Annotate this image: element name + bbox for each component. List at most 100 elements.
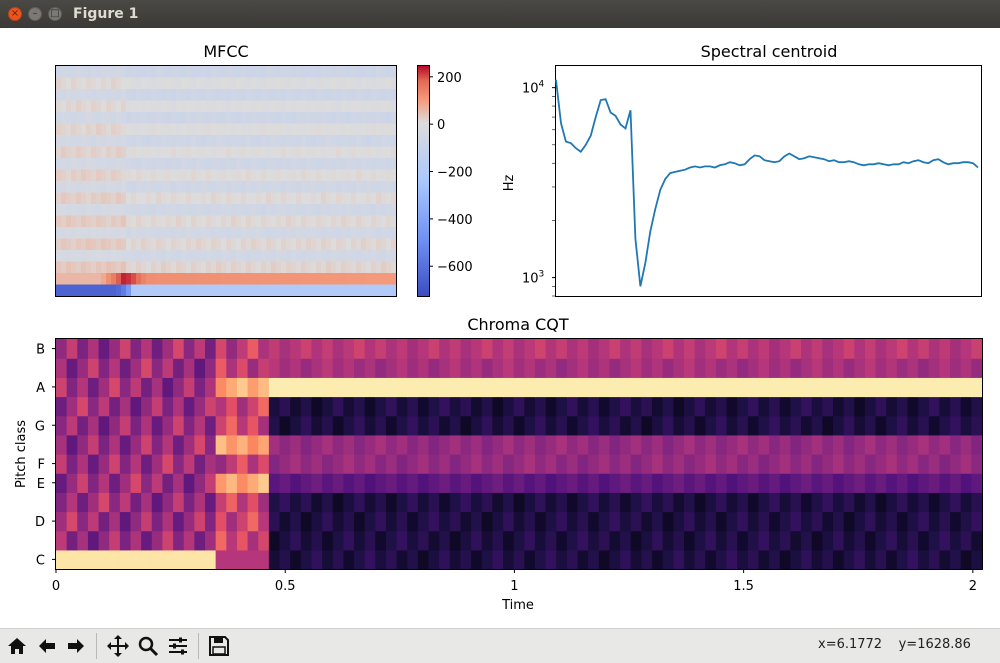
mfcc-cell [161, 158, 167, 171]
chroma-cell [268, 377, 281, 398]
chroma-cell [194, 454, 206, 474]
mfcc-cell [306, 169, 312, 182]
mfcc-cell [131, 89, 137, 102]
mfcc-cell [91, 158, 97, 171]
mfcc-heatmap [56, 66, 397, 297]
mfcc-cell [271, 227, 277, 240]
chroma-cell [864, 377, 877, 398]
mfcc-cell [66, 77, 72, 90]
mfcc-cell [316, 215, 322, 228]
chroma-cell [928, 339, 941, 359]
mfcc-cell [316, 169, 322, 182]
chroma-cell [471, 377, 483, 398]
mfcc-cell [226, 77, 232, 90]
mfcc-cell [231, 100, 237, 113]
chroma-cell [247, 339, 259, 359]
chroma-cell [173, 454, 185, 474]
forward-arrow-icon[interactable] [62, 632, 90, 660]
chroma-cell [364, 339, 376, 359]
mfcc-cell [231, 135, 237, 148]
chroma-cell [109, 377, 121, 398]
chroma-cell [311, 473, 323, 493]
mfcc-cell [111, 284, 117, 297]
mfcc-cell [226, 123, 232, 136]
mfcc-cell [196, 66, 202, 79]
mfcc-cell [366, 89, 372, 102]
home-icon[interactable] [3, 632, 31, 660]
chroma-cell [460, 530, 472, 551]
mfcc-cell [216, 112, 222, 125]
chroma-cell [385, 530, 398, 551]
maximize-icon[interactable]: □ [48, 7, 62, 21]
chroma-cell [162, 549, 174, 570]
mfcc-cell [351, 146, 357, 159]
mfcc-cell [231, 66, 237, 79]
mfcc-cell [206, 158, 212, 171]
mfcc-cell [156, 66, 162, 79]
save-floppy-icon[interactable] [205, 632, 233, 660]
mfcc-title: MFCC [203, 42, 248, 61]
mfcc-cell [236, 77, 242, 90]
chroma-cell [481, 358, 493, 378]
chroma-cell [141, 434, 153, 455]
configure-subplots-icon[interactable] [164, 632, 192, 660]
chroma-cell [652, 511, 664, 532]
chroma-cell [119, 339, 132, 359]
mfcc-cell [161, 89, 167, 102]
chroma-cell [162, 434, 174, 455]
pan-move-icon[interactable] [104, 632, 132, 660]
chroma-cell [215, 339, 227, 359]
chroma-cell [226, 358, 238, 378]
chroma-cell [705, 415, 717, 436]
mfcc-cell [256, 100, 262, 113]
chroma-cell [832, 358, 845, 378]
minimize-icon[interactable]: – [28, 7, 42, 21]
chroma-cell [396, 473, 408, 493]
chroma-cell [98, 434, 110, 455]
chroma-cell [364, 434, 376, 455]
chroma-cell [407, 339, 419, 359]
mfcc-cell [181, 261, 187, 274]
mfcc-cell [201, 227, 207, 240]
mfcc-cell [236, 100, 242, 113]
mfcc-cell [191, 158, 197, 171]
zoom-magnifier-icon[interactable] [134, 632, 162, 660]
mfcc-cell [106, 169, 112, 182]
mfcc-cell [191, 181, 197, 194]
mfcc-cell [156, 273, 162, 286]
chroma-cell [205, 434, 217, 455]
mfcc-cell [71, 135, 77, 148]
mfcc-cell [211, 261, 217, 274]
mfcc-cell [341, 89, 347, 102]
chroma-cell [439, 377, 451, 398]
back-arrow-icon[interactable] [33, 632, 61, 660]
close-icon[interactable]: × [8, 7, 22, 21]
chroma-cell [843, 396, 855, 417]
mfcc-cell [226, 181, 232, 194]
chroma-cell [290, 396, 302, 417]
mfcc-cell [236, 158, 242, 171]
mfcc-cell [156, 181, 162, 194]
chroma-cell [652, 549, 664, 570]
chroma-cell [534, 511, 547, 532]
chroma-cell [162, 473, 174, 493]
chroma-cell [109, 415, 121, 436]
mfcc-cell [321, 77, 327, 90]
chroma-cell [928, 511, 941, 532]
chroma-cell [598, 492, 611, 513]
chroma-cell [588, 339, 600, 359]
mfcc-cell [301, 238, 307, 251]
chroma-cell [141, 339, 153, 359]
chroma-cell [556, 358, 568, 378]
mfcc-cell [161, 192, 167, 205]
chroma-cell [87, 358, 100, 378]
chroma-cell [694, 434, 706, 455]
chroma-cell [258, 396, 270, 417]
chroma-cell [811, 549, 823, 570]
mfcc-cell [371, 227, 377, 240]
chroma-cell [769, 473, 781, 493]
mfcc-cell [151, 227, 157, 240]
chroma-cell [194, 530, 206, 551]
chroma-cell [109, 473, 121, 493]
